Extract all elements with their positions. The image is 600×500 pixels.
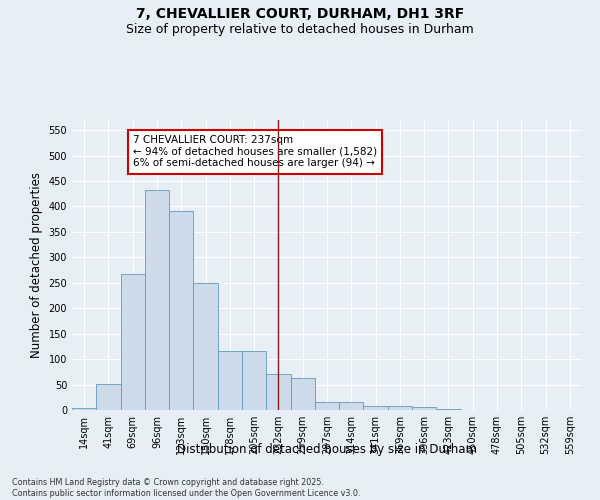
Bar	[364, 406, 388, 410]
Bar	[145, 190, 169, 410]
Bar	[266, 374, 290, 410]
Y-axis label: Number of detached properties: Number of detached properties	[30, 172, 43, 358]
Bar	[193, 283, 218, 410]
Bar	[218, 351, 242, 410]
Bar	[315, 402, 339, 410]
Bar	[412, 408, 436, 410]
Text: 7, CHEVALLIER COURT, DURHAM, DH1 3RF: 7, CHEVALLIER COURT, DURHAM, DH1 3RF	[136, 8, 464, 22]
Bar	[388, 406, 412, 410]
Bar	[96, 384, 121, 410]
Bar	[242, 351, 266, 410]
Text: 7 CHEVALLIER COURT: 237sqm
← 94% of detached houses are smaller (1,582)
6% of se: 7 CHEVALLIER COURT: 237sqm ← 94% of deta…	[133, 136, 377, 168]
Text: Size of property relative to detached houses in Durham: Size of property relative to detached ho…	[126, 22, 474, 36]
Text: Distribution of detached houses by size in Durham: Distribution of detached houses by size …	[177, 442, 477, 456]
Bar	[339, 402, 364, 410]
Bar	[290, 378, 315, 410]
Text: Contains HM Land Registry data © Crown copyright and database right 2025.
Contai: Contains HM Land Registry data © Crown c…	[12, 478, 361, 498]
Bar	[72, 408, 96, 410]
Bar	[121, 274, 145, 410]
Bar	[169, 211, 193, 410]
